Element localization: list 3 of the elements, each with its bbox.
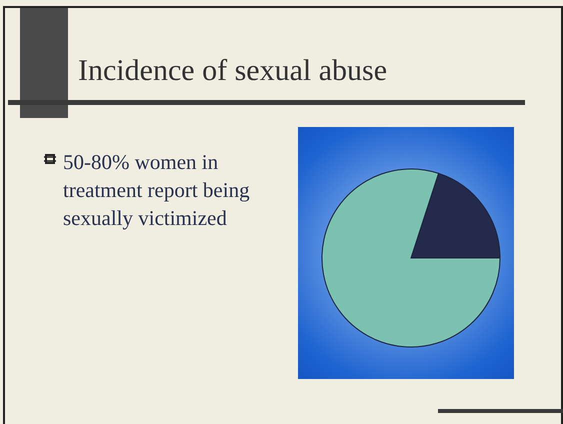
- text: 50-80% women in treatment report being sexually victimized: [63, 149, 251, 232]
- chart-title: Incidence of sexual abuse: [78, 54, 388, 88]
- pie-slice: [322, 168, 500, 348]
